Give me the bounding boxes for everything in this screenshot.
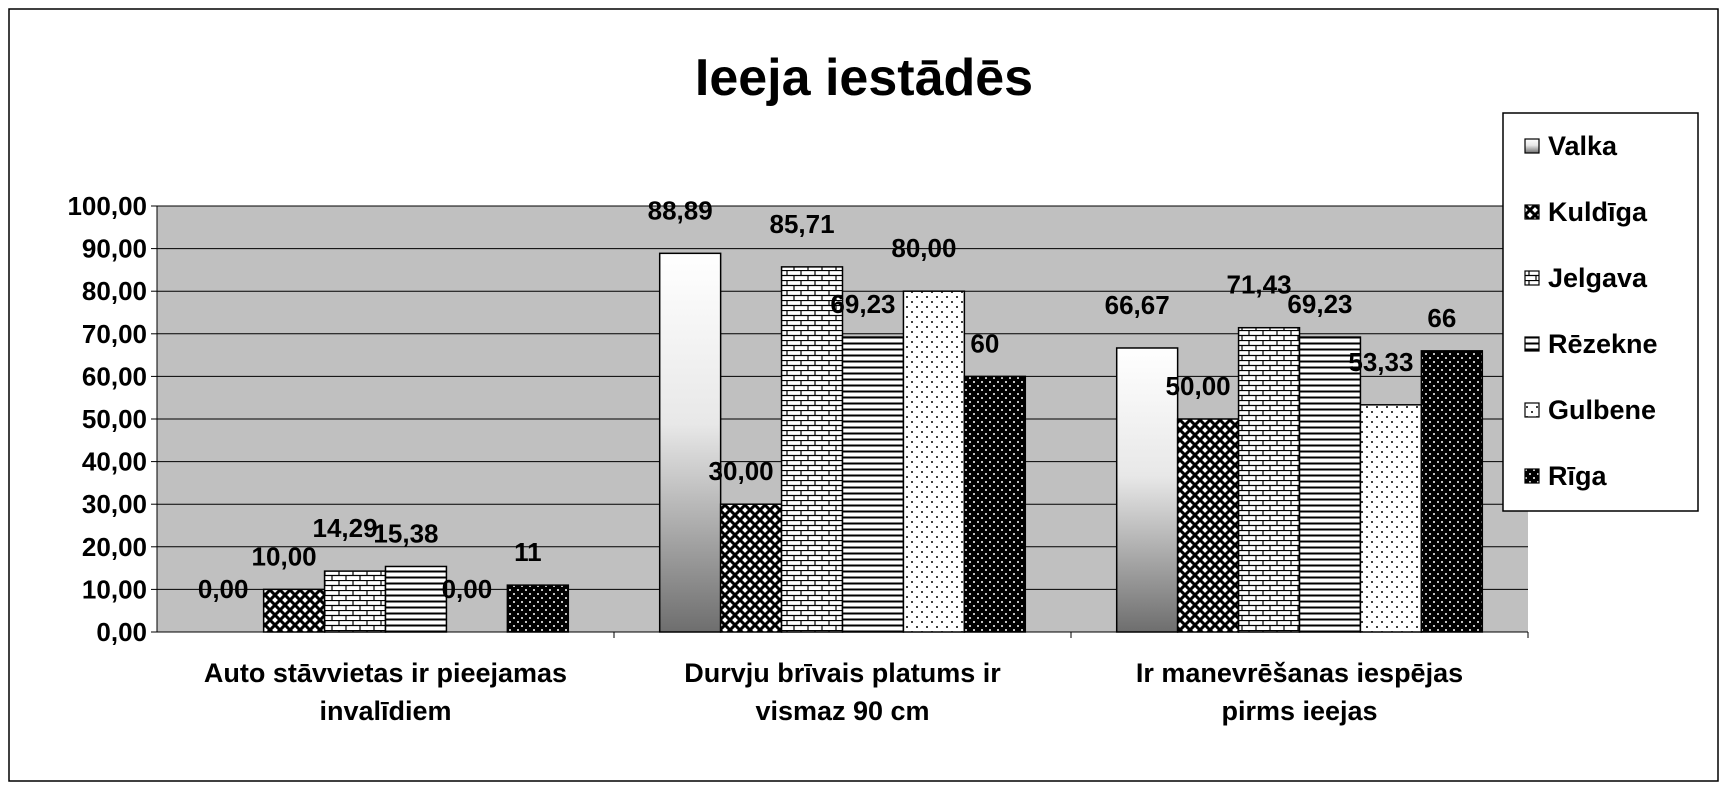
data-label: 85,71 bbox=[769, 209, 834, 239]
data-label: 66,67 bbox=[1105, 290, 1170, 320]
data-label: 10,00 bbox=[252, 541, 317, 571]
y-tick-label: 0,00 bbox=[96, 617, 147, 647]
chart-title: Ieeja iestādēs bbox=[695, 49, 1033, 107]
data-label: 53,33 bbox=[1348, 347, 1413, 377]
x-tick-label: Ir manevrēšanas iespējas pirms ieejas bbox=[1136, 658, 1463, 726]
y-tick-label: 90,00 bbox=[82, 234, 147, 264]
bar bbox=[1176, 418, 1240, 633]
legend-label: Valka bbox=[1548, 131, 1618, 161]
y-tick-label: 20,00 bbox=[82, 532, 147, 562]
y-tick-label: 100,00 bbox=[67, 191, 147, 221]
bar bbox=[1359, 404, 1423, 633]
data-label: 60 bbox=[970, 328, 999, 358]
data-label: 88,89 bbox=[648, 195, 713, 225]
legend-swatch bbox=[1524, 468, 1540, 484]
bar bbox=[841, 336, 905, 633]
legend-label: Kuldīga bbox=[1548, 197, 1648, 227]
data-label: 14,29 bbox=[312, 513, 377, 543]
data-label: 66 bbox=[1427, 303, 1456, 333]
bar bbox=[719, 503, 783, 633]
legend-swatch bbox=[1524, 402, 1540, 418]
data-label: 0,00 bbox=[442, 574, 493, 604]
bar bbox=[1420, 350, 1484, 633]
bar bbox=[1237, 326, 1301, 633]
bar bbox=[780, 266, 844, 633]
bar bbox=[902, 290, 966, 633]
x-tick-label: Auto stāvvietas ir pieejamas invalīdiem bbox=[204, 658, 567, 726]
y-tick-label: 80,00 bbox=[82, 276, 147, 306]
bar bbox=[1115, 347, 1179, 633]
data-label: 69,23 bbox=[1287, 289, 1352, 319]
bar bbox=[384, 565, 448, 633]
legend-swatch bbox=[1524, 270, 1540, 286]
legend-swatch bbox=[1524, 138, 1540, 154]
bar bbox=[323, 570, 387, 633]
data-label: 0,00 bbox=[198, 574, 249, 604]
data-label: 11 bbox=[514, 537, 542, 567]
y-tick-label: 30,00 bbox=[82, 489, 147, 519]
legend-label: Rīga bbox=[1548, 461, 1607, 491]
y-tick-label: 50,00 bbox=[82, 404, 147, 434]
legend-box bbox=[1502, 112, 1699, 512]
bar bbox=[963, 375, 1027, 633]
legend-swatch bbox=[1524, 336, 1540, 352]
bar bbox=[262, 588, 326, 633]
data-label: 71,43 bbox=[1226, 270, 1291, 300]
y-tick-label: 60,00 bbox=[82, 361, 147, 391]
bar bbox=[658, 252, 722, 633]
legend-label: Gulbene bbox=[1548, 395, 1656, 425]
data-label: 30,00 bbox=[709, 456, 774, 486]
legend-label: Rēzekne bbox=[1548, 329, 1658, 359]
legend-label: Jelgava bbox=[1548, 263, 1648, 293]
data-label: 50,00 bbox=[1166, 371, 1231, 401]
x-tick-label: Durvju brīvais platums ir vismaz 90 cm bbox=[684, 658, 1001, 726]
legend-swatch bbox=[1524, 204, 1540, 220]
y-tick-label: 40,00 bbox=[82, 447, 147, 477]
y-tick-label: 10,00 bbox=[82, 574, 147, 604]
data-label: 69,23 bbox=[830, 289, 895, 319]
bar bbox=[1298, 336, 1362, 633]
y-tick-label: 70,00 bbox=[82, 319, 147, 349]
data-label: 15,38 bbox=[373, 518, 438, 548]
bar bbox=[506, 584, 570, 633]
data-label: 80,00 bbox=[891, 233, 956, 263]
